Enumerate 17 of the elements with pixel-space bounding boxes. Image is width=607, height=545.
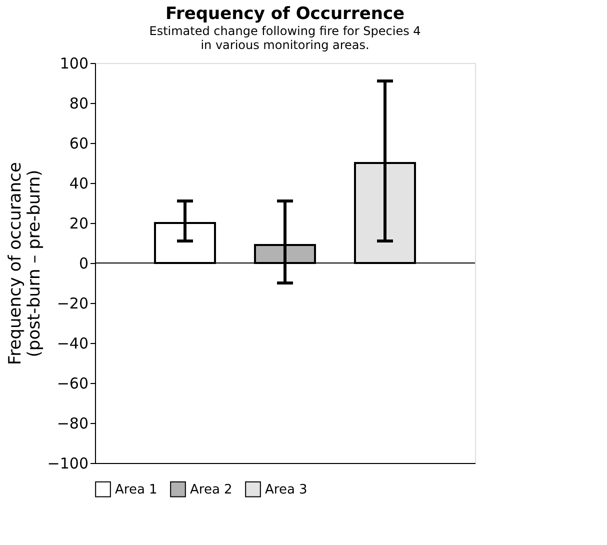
chart-subtitle: Estimated change following fire for Species 4 in various monitoring areas.: [149, 24, 421, 52]
y-axis-title: Frequency of occurance (post-burn – pre-burn): [5, 162, 44, 365]
legend-label: Area 3: [265, 482, 308, 498]
legend-label: Area 1: [115, 482, 158, 498]
y-tick-label: 60: [69, 134, 88, 152]
y-tick-label: 80: [69, 94, 88, 112]
y-tick-label: 0: [78, 254, 88, 272]
y-tick-label: −20: [56, 294, 88, 312]
y-tick-label: 100: [60, 54, 88, 72]
legend-label: Area 2: [190, 482, 232, 498]
y-tick-label: −60: [56, 374, 88, 392]
chart-title: Frequency of Occurrence: [165, 4, 405, 24]
y-tick-label: −100: [47, 454, 88, 472]
y-tick-label: −80: [56, 414, 88, 432]
y-tick-label: 20: [69, 214, 88, 232]
y-tick-label: −40: [56, 334, 88, 352]
y-tick-label: 40: [69, 174, 88, 192]
